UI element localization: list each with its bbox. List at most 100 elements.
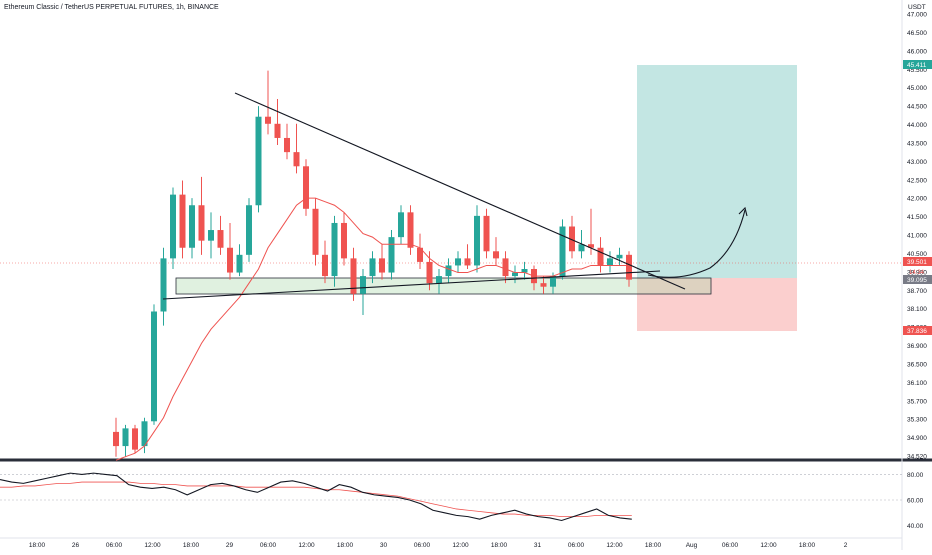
price-tick-label: 45.000: [907, 85, 927, 92]
candle-body: [559, 226, 566, 277]
price-marker-target: [903, 60, 932, 69]
time-axis-label: 26: [72, 542, 80, 549]
candle-body: [293, 152, 300, 167]
currency-label: USDT: [908, 4, 926, 11]
candle-body: [550, 276, 556, 287]
candle-body: [151, 311, 157, 422]
time-axis-label: 12:00: [144, 542, 161, 549]
price-marker-current-label: 39.501: [907, 259, 927, 266]
time-axis-label: 12:00: [298, 542, 315, 549]
price-tick-label: 34.900: [907, 435, 927, 442]
candle-body: [246, 205, 252, 255]
candle-body: [341, 222, 347, 259]
support-zone: [175, 277, 712, 295]
price-tick-label: 44.500: [907, 104, 927, 111]
price-tick-label: 40.500: [907, 251, 927, 258]
rsi-tick-label: 60.00: [907, 498, 924, 505]
candle-body: [322, 254, 328, 277]
candle-body: [208, 230, 214, 241]
candle-body: [588, 244, 594, 248]
candle-body: [132, 428, 138, 450]
candle-body: [597, 247, 604, 266]
time-axis-label: 31: [534, 542, 542, 549]
price-tick-label: 38.700: [907, 288, 927, 295]
candle-body: [464, 258, 471, 266]
candle-body: [540, 283, 547, 287]
time-axis-label: 18:00: [491, 542, 508, 549]
price-tick-label: 36.500: [907, 361, 927, 368]
projection-arrow-head: [738, 206, 748, 217]
price-tick-label: 41.500: [907, 214, 927, 221]
time-axis-label: 30: [380, 542, 388, 549]
price-tick-label: 42.500: [907, 177, 927, 184]
price-tick-label: 47.000: [907, 12, 927, 19]
candle-body: [616, 254, 623, 259]
price-tick-label: 43.500: [907, 140, 927, 147]
rsi-signal-line: [0, 481, 632, 518]
price-tick-label: 46.500: [907, 30, 927, 37]
candle-body: [445, 265, 452, 277]
stop-zone: [637, 278, 797, 331]
price-tick-label: 35.700: [907, 398, 927, 405]
candle-body: [160, 258, 167, 312]
countdown-label: 14:34: [909, 270, 925, 276]
candle-body: [426, 261, 433, 284]
target-zone: [637, 65, 797, 278]
candle-body: [312, 208, 319, 255]
price-tick-label: 41.000: [907, 233, 927, 240]
price-tick-label: 36.100: [907, 380, 927, 387]
time-axis-label: 18:00: [799, 542, 816, 549]
rsi-tick-label: 40.00: [907, 523, 924, 530]
time-axis-label: 12:00: [760, 542, 777, 549]
candle-body: [274, 123, 281, 138]
time-axis-label: 18:00: [645, 542, 662, 549]
price-marker-current: [903, 257, 932, 266]
rsi-line: [0, 472, 632, 522]
candle-body: [113, 431, 119, 447]
price-tick-label: 46.000: [907, 48, 927, 55]
descending-trendline: [234, 92, 686, 290]
candle-body: [350, 258, 357, 294]
projection-path: [647, 209, 746, 278]
price-tick-label: 45.500: [907, 67, 927, 74]
candle-body: [379, 258, 385, 273]
candle-body: [265, 116, 271, 124]
time-axis-label: 29: [226, 542, 234, 549]
time-axis-label: 06:00: [722, 542, 739, 549]
candle-body: [303, 166, 309, 209]
time-axis-label: 18:00: [29, 542, 46, 549]
candle-body: [227, 247, 233, 273]
candle-body: [607, 258, 613, 266]
candle-body: [483, 215, 490, 252]
candle-body: [474, 215, 480, 266]
moving-average-line: [115, 197, 629, 461]
price-marker-entry: [903, 275, 932, 284]
price-tick-label: 36.900: [907, 343, 927, 350]
time-axis-label: 06:00: [106, 542, 123, 549]
candle-body: [217, 230, 224, 248]
candle-body: [189, 205, 195, 248]
candle-body: [170, 194, 176, 259]
candle-body: [236, 254, 243, 273]
price-marker-stop-label: 37.836: [907, 328, 927, 335]
candle-body: [122, 428, 129, 447]
candle-body: [255, 116, 262, 206]
price-tick-label: 43.000: [907, 159, 927, 166]
candle-body: [141, 421, 148, 447]
time-axis-label: 12:00: [452, 542, 469, 549]
price-tick-label: 38.100: [907, 306, 927, 313]
candle-body: [331, 222, 338, 277]
candle-body: [578, 244, 585, 252]
price-tick-label: 34.520: [907, 454, 927, 461]
candle-body: [455, 258, 461, 266]
candle-body: [198, 205, 205, 241]
candle-body: [407, 212, 414, 248]
ascending-trendline: [162, 270, 661, 300]
time-axis-label: 06:00: [568, 542, 585, 549]
candle-body: [360, 276, 366, 294]
main-pane: [0, 0, 902, 458]
price-marker-stop: [903, 326, 932, 335]
price-tick-label: 35.300: [907, 417, 927, 424]
